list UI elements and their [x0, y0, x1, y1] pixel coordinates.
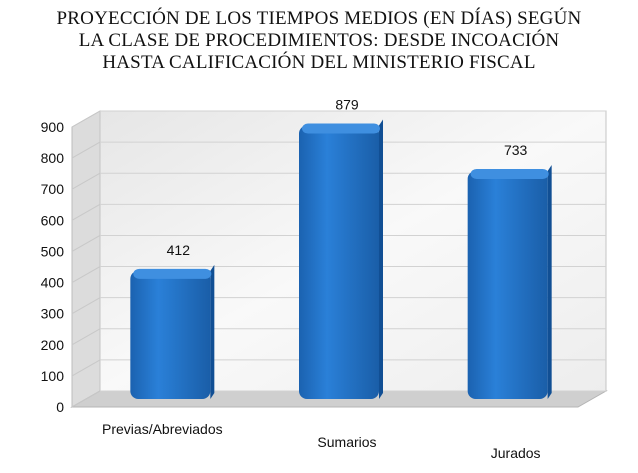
data-labels: 412 879 733	[167, 97, 528, 258]
gridline-side	[71, 297, 101, 315]
gridline-side	[71, 203, 101, 221]
x-category-label: Previas/Abreviados	[102, 421, 223, 437]
data-label: 733	[504, 142, 528, 158]
bar-top	[302, 123, 380, 134]
bar-front	[130, 270, 211, 399]
x-category-label: Sumarios	[317, 434, 376, 450]
gridline-side	[71, 172, 101, 190]
chart-title-line-3: HASTA CALIFICACIÓN DEL MINISTERIO FISCAL	[102, 52, 536, 73]
bar	[299, 119, 383, 400]
gridline-side	[71, 141, 101, 159]
bar-side	[210, 264, 215, 399]
y-axis-ticks: 0 100 200 300 400 500 600 700 800 900	[41, 119, 65, 415]
bar	[467, 164, 552, 399]
gridline-side	[71, 390, 101, 408]
gridline-side	[71, 328, 101, 346]
gridline-side	[71, 235, 101, 252]
y-tick-label: 900	[41, 119, 65, 135]
y-tick-label: 400	[41, 275, 65, 291]
gridline-side	[71, 110, 101, 128]
y-tick-label: 100	[41, 368, 65, 384]
data-label: 412	[167, 242, 191, 258]
y-tick-label: 500	[41, 243, 65, 259]
y-tick-label: 300	[41, 306, 65, 322]
bar-top	[470, 168, 549, 179]
y-tick-label: 200	[41, 337, 65, 353]
chart-title-line-2: LA CLASE DE PROCEDIMIENTOS: DESDE INCOAC…	[78, 30, 560, 51]
y-tick-label: 600	[41, 212, 65, 228]
chart-title: PROYECCIÓN DE LOS TIEMPOS MEDIOS (EN DÍA…	[0, 8, 638, 74]
x-category-label: Jurados	[491, 445, 541, 461]
y-tick-label: 800	[41, 150, 65, 166]
gridline-side	[71, 266, 101, 283]
gridline-side	[71, 359, 101, 377]
x-axis-categories: Previas/Abreviados Sumarios Jurados	[102, 421, 541, 461]
bar-side	[547, 164, 552, 399]
y-tick-label: 0	[56, 399, 64, 415]
bar-front	[299, 125, 379, 400]
chart-title-line-1: PROYECCIÓN DE LOS TIEMPOS MEDIOS (EN DÍA…	[56, 8, 582, 29]
bar-side	[379, 119, 383, 400]
bar-top	[133, 268, 212, 279]
y-tick-label: 700	[41, 181, 65, 197]
data-label: 879	[335, 97, 359, 113]
bars	[130, 119, 552, 400]
bar	[130, 264, 215, 399]
bar-front	[467, 170, 548, 399]
